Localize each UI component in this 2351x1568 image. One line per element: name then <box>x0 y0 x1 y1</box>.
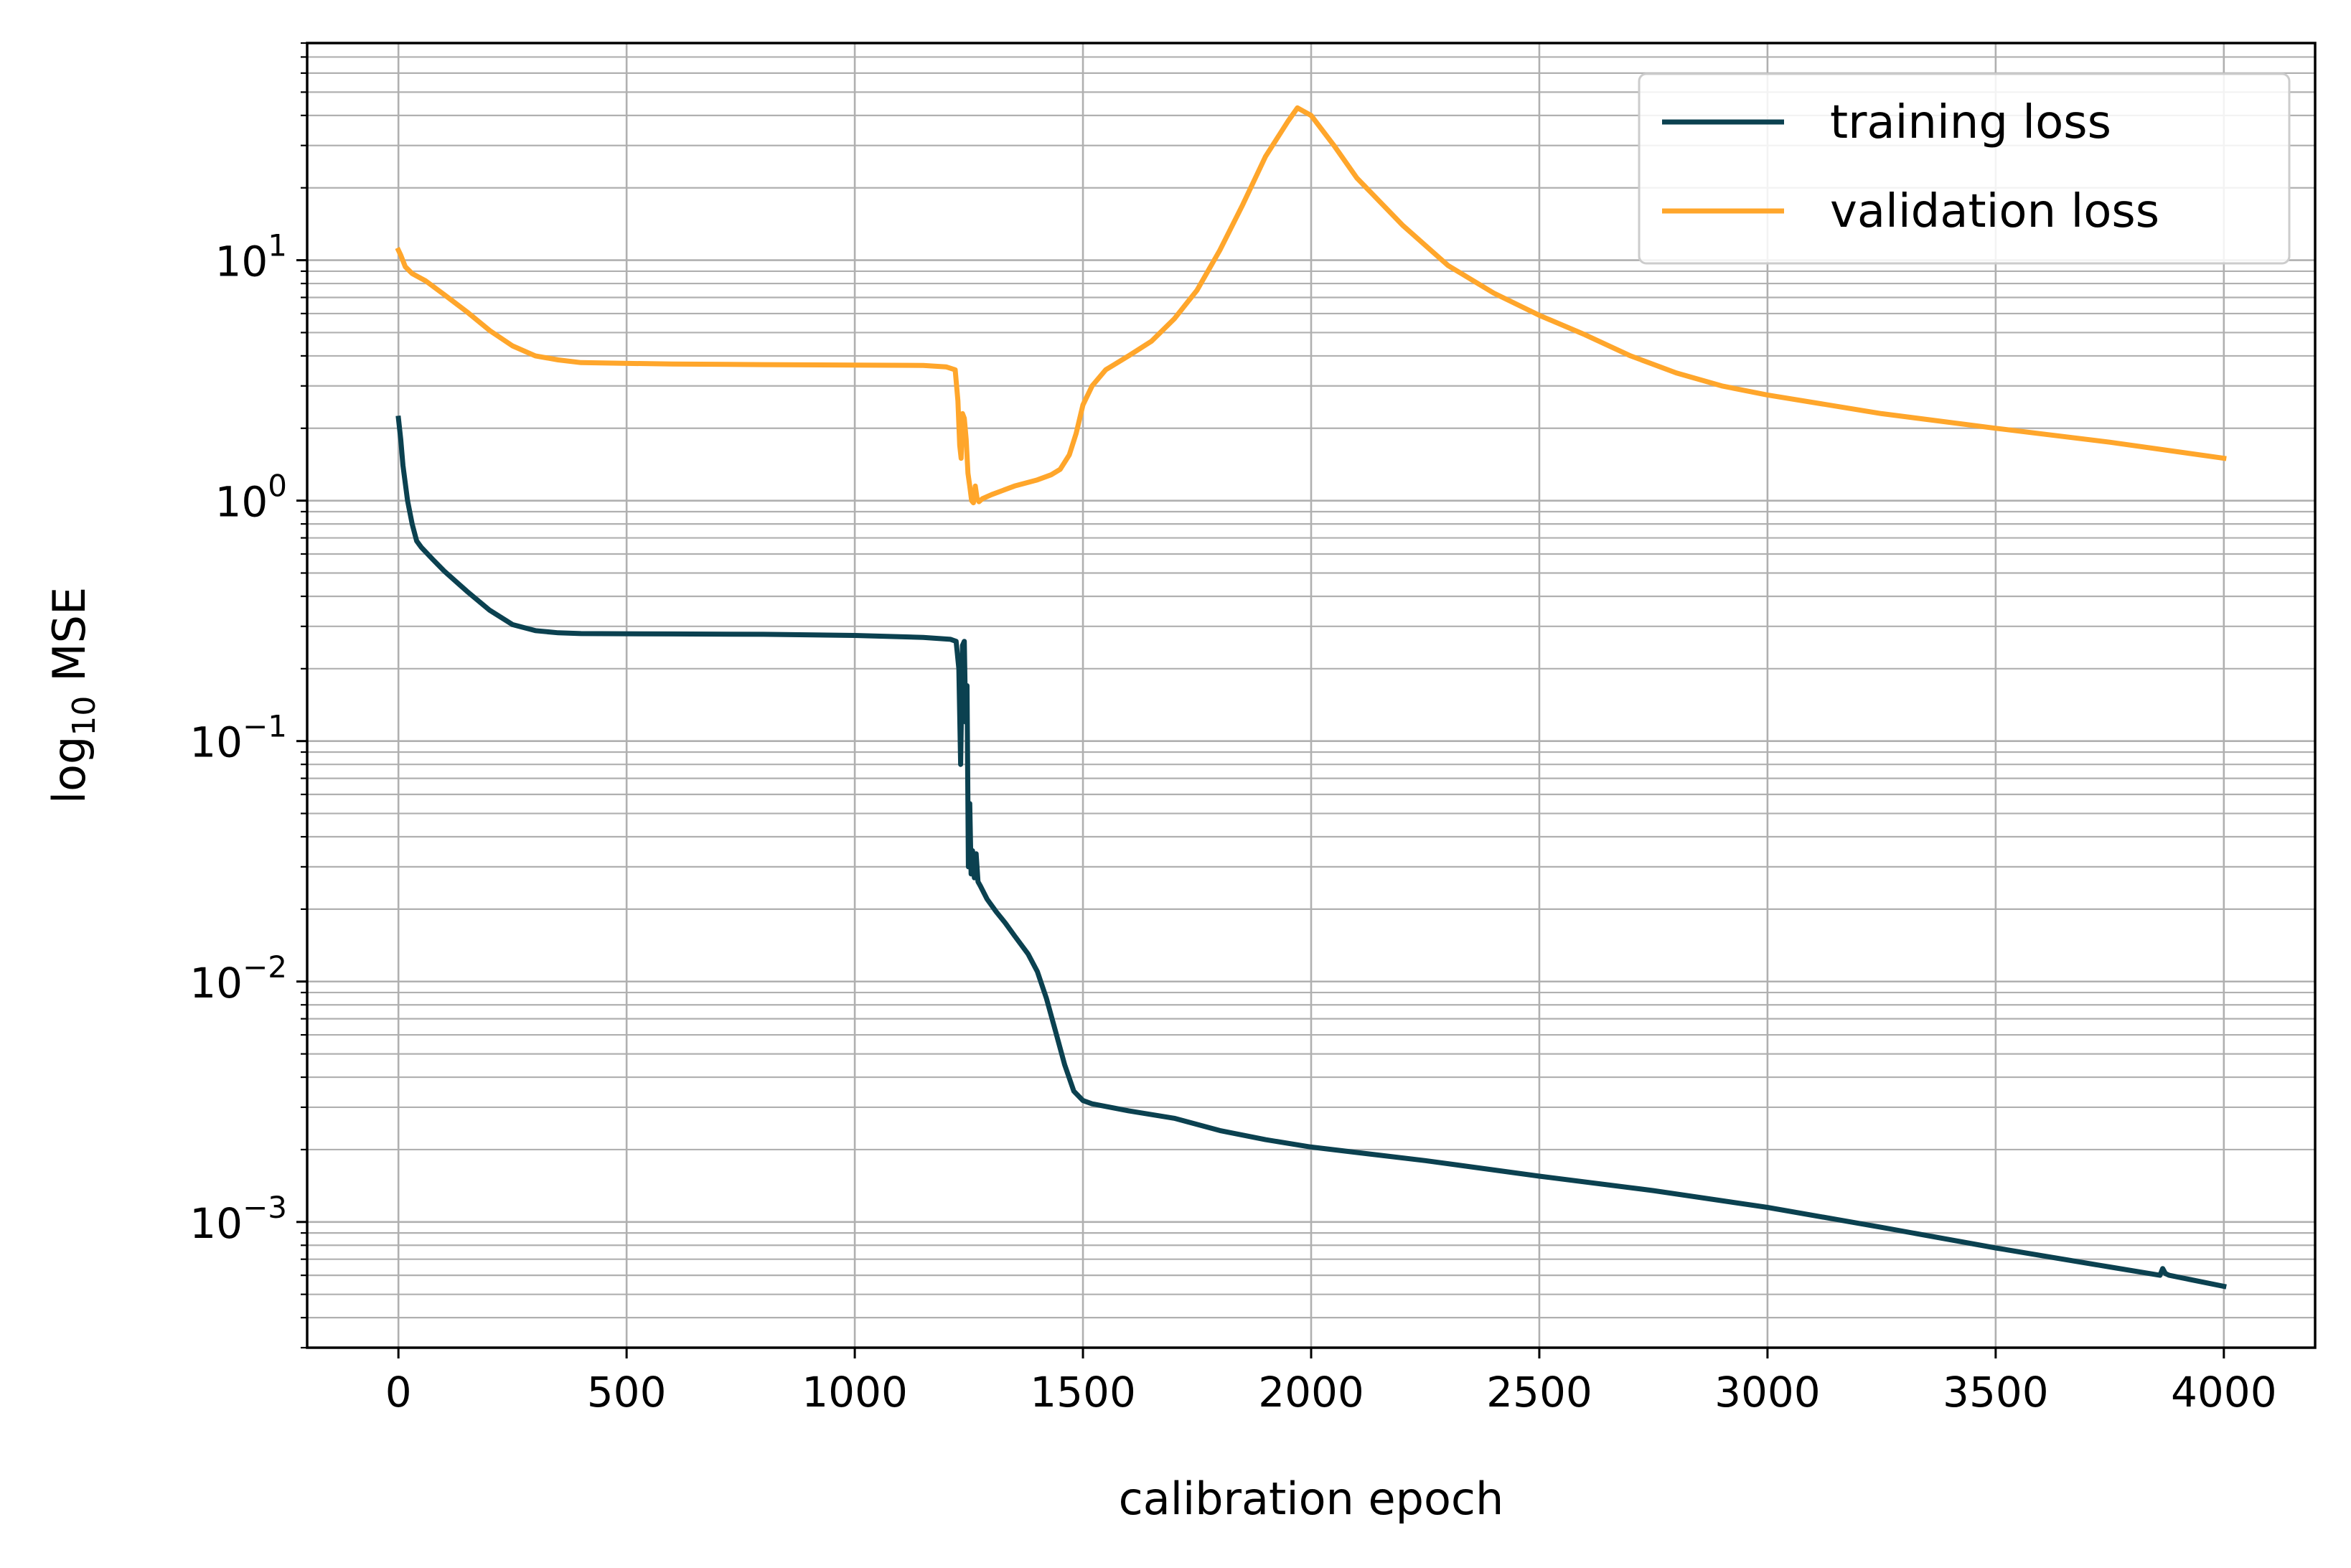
y-tick-label-exponent: −2 <box>243 949 287 985</box>
legend: training loss validation loss <box>1638 72 2291 265</box>
y-tick-label-exponent: −3 <box>243 1190 287 1225</box>
y-tick-label-base: 10 <box>215 478 268 527</box>
x-tick-label: 3000 <box>1714 1368 1821 1417</box>
x-tick-label: 2000 <box>1258 1368 1364 1417</box>
legend-label-validation-loss: validation loss <box>1830 185 2159 238</box>
y-tick-label: 10−1 <box>189 709 287 767</box>
y-axis-title-main: log <box>43 736 95 804</box>
legend-box <box>1638 72 2291 265</box>
y-tick-label-base: 10 <box>215 238 268 286</box>
y-tick-label-exponent: 0 <box>268 469 287 504</box>
x-tick-label: 1500 <box>1030 1368 1136 1417</box>
x-tick-label: 500 <box>587 1368 667 1417</box>
y-axis-title: log10 MSE <box>43 587 103 804</box>
y-axis-title-rest: MSE <box>43 587 95 696</box>
y-tick-label: 10−3 <box>189 1190 287 1248</box>
x-tick-label: 1000 <box>802 1368 908 1417</box>
x-tick-label: 4000 <box>2171 1368 2277 1417</box>
series-line-training-loss <box>395 416 2227 1290</box>
legend-label-training-loss: training loss <box>1830 96 2111 149</box>
x-tick-label: 2500 <box>1486 1368 1592 1417</box>
y-tick-label: 101 <box>215 228 287 286</box>
y-tick-label-base: 10 <box>189 1199 243 1248</box>
y-tick-label-exponent: −1 <box>243 709 287 744</box>
y-tick-label: 10−2 <box>189 949 287 1008</box>
y-axis-title-subscript: 10 <box>66 696 103 736</box>
series-line-validation-loss <box>395 105 2227 506</box>
x-tick-label: 3500 <box>1943 1368 2049 1417</box>
y-tick-label: 100 <box>215 469 287 527</box>
y-tick-label-base: 10 <box>189 718 243 767</box>
x-tick-label: 0 <box>385 1368 412 1417</box>
x-axis-title: calibration epoch <box>1119 1473 1504 1525</box>
y-tick-label-base: 10 <box>189 959 243 1008</box>
y-tick-label-exponent: 1 <box>268 228 287 263</box>
series-lines <box>395 105 2227 1290</box>
